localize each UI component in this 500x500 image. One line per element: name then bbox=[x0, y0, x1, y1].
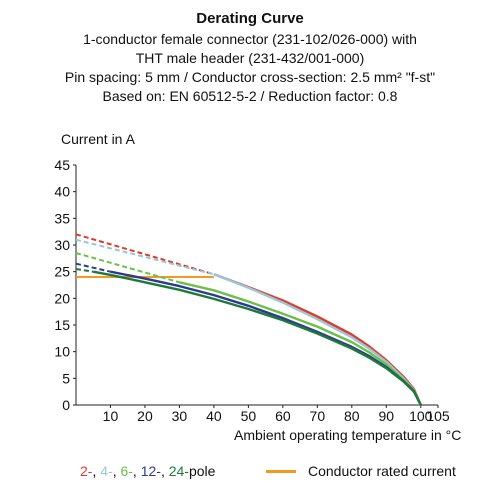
rated-current-swatch bbox=[266, 469, 296, 473]
x-tick-label: 40 bbox=[206, 408, 222, 424]
series-24-pole-dashed-line bbox=[75, 268, 94, 273]
legend-item-12-pole: 12- bbox=[140, 463, 161, 479]
series-2-pole-line bbox=[213, 273, 422, 406]
legend-item-6-pole: 6- bbox=[120, 463, 133, 479]
series-4-pole-line bbox=[213, 273, 422, 406]
chart-header: Derating Curve 1-conductor female connec… bbox=[0, 8, 500, 106]
legend-separator: , bbox=[132, 463, 141, 479]
y-tick-label: 30 bbox=[54, 237, 70, 253]
chart-subtitle-line-3: Pin spacing: 5 mm / Conductor cross-sect… bbox=[64, 69, 436, 85]
y-tick-label: 5 bbox=[62, 370, 70, 386]
x-tick-label: 70 bbox=[310, 408, 326, 424]
chart-subtitle-line-2: THT male header (231-432/001-000) bbox=[135, 50, 365, 66]
y-tick-label: 20 bbox=[54, 290, 70, 306]
pole-legend: 2-, 4-, 6-, 12-, 24-pole bbox=[80, 463, 215, 479]
rated-current-legend: Conductor rated current bbox=[266, 463, 456, 479]
x-tick-label: 60 bbox=[275, 408, 291, 424]
series-6-pole-line bbox=[179, 281, 422, 406]
y-tick-label: 40 bbox=[54, 184, 70, 200]
x-tick-label: 80 bbox=[344, 408, 360, 424]
series-12-pole-line bbox=[110, 270, 422, 406]
rated-current-label: Conductor rated current bbox=[308, 463, 456, 479]
x-tick-label: 105 bbox=[426, 408, 450, 424]
x-tick-label: 100 bbox=[409, 408, 433, 424]
x-tick-label: 20 bbox=[137, 408, 153, 424]
y-tick-label: 10 bbox=[54, 344, 70, 360]
y-tick-label: 15 bbox=[54, 317, 70, 333]
series-6-pole-dashed-line bbox=[75, 252, 180, 284]
y-axis-label: Current in A bbox=[61, 131, 135, 147]
chart-title: Derating Curve bbox=[196, 10, 304, 27]
y-tick-label: 35 bbox=[54, 210, 70, 226]
x-tick-label: 50 bbox=[241, 408, 257, 424]
y-tick-label: 45 bbox=[54, 157, 70, 173]
series-24-pole-line bbox=[92, 270, 422, 406]
chart-subtitle-line-1: 1-conductor female connector (231-102/02… bbox=[83, 31, 417, 47]
x-tick-label: 90 bbox=[378, 408, 394, 424]
legend-separator: , bbox=[160, 463, 169, 479]
y-tick-label: 0 bbox=[62, 397, 70, 413]
legend-separator: , bbox=[112, 463, 121, 479]
series-12-pole-dashed-line bbox=[75, 262, 111, 273]
chart-subtitle-line-4: Based on: EN 60512-5-2 / Reduction facto… bbox=[102, 88, 398, 104]
x-tick-label: 10 bbox=[103, 408, 119, 424]
legend-separator: , bbox=[92, 463, 101, 479]
series-4-pole-dashed-line bbox=[75, 238, 215, 276]
legend-item-2-pole: 2- bbox=[80, 463, 93, 479]
x-axis-label: Ambient operating temperature in °C bbox=[234, 427, 462, 443]
legend-item-4-pole: 4- bbox=[100, 463, 113, 479]
legend-pole-suffix: pole bbox=[188, 463, 216, 479]
y-tick-label: 25 bbox=[54, 264, 70, 280]
legend-item-24-pole: 24- bbox=[168, 463, 189, 479]
x-tick-label: 30 bbox=[172, 408, 188, 424]
